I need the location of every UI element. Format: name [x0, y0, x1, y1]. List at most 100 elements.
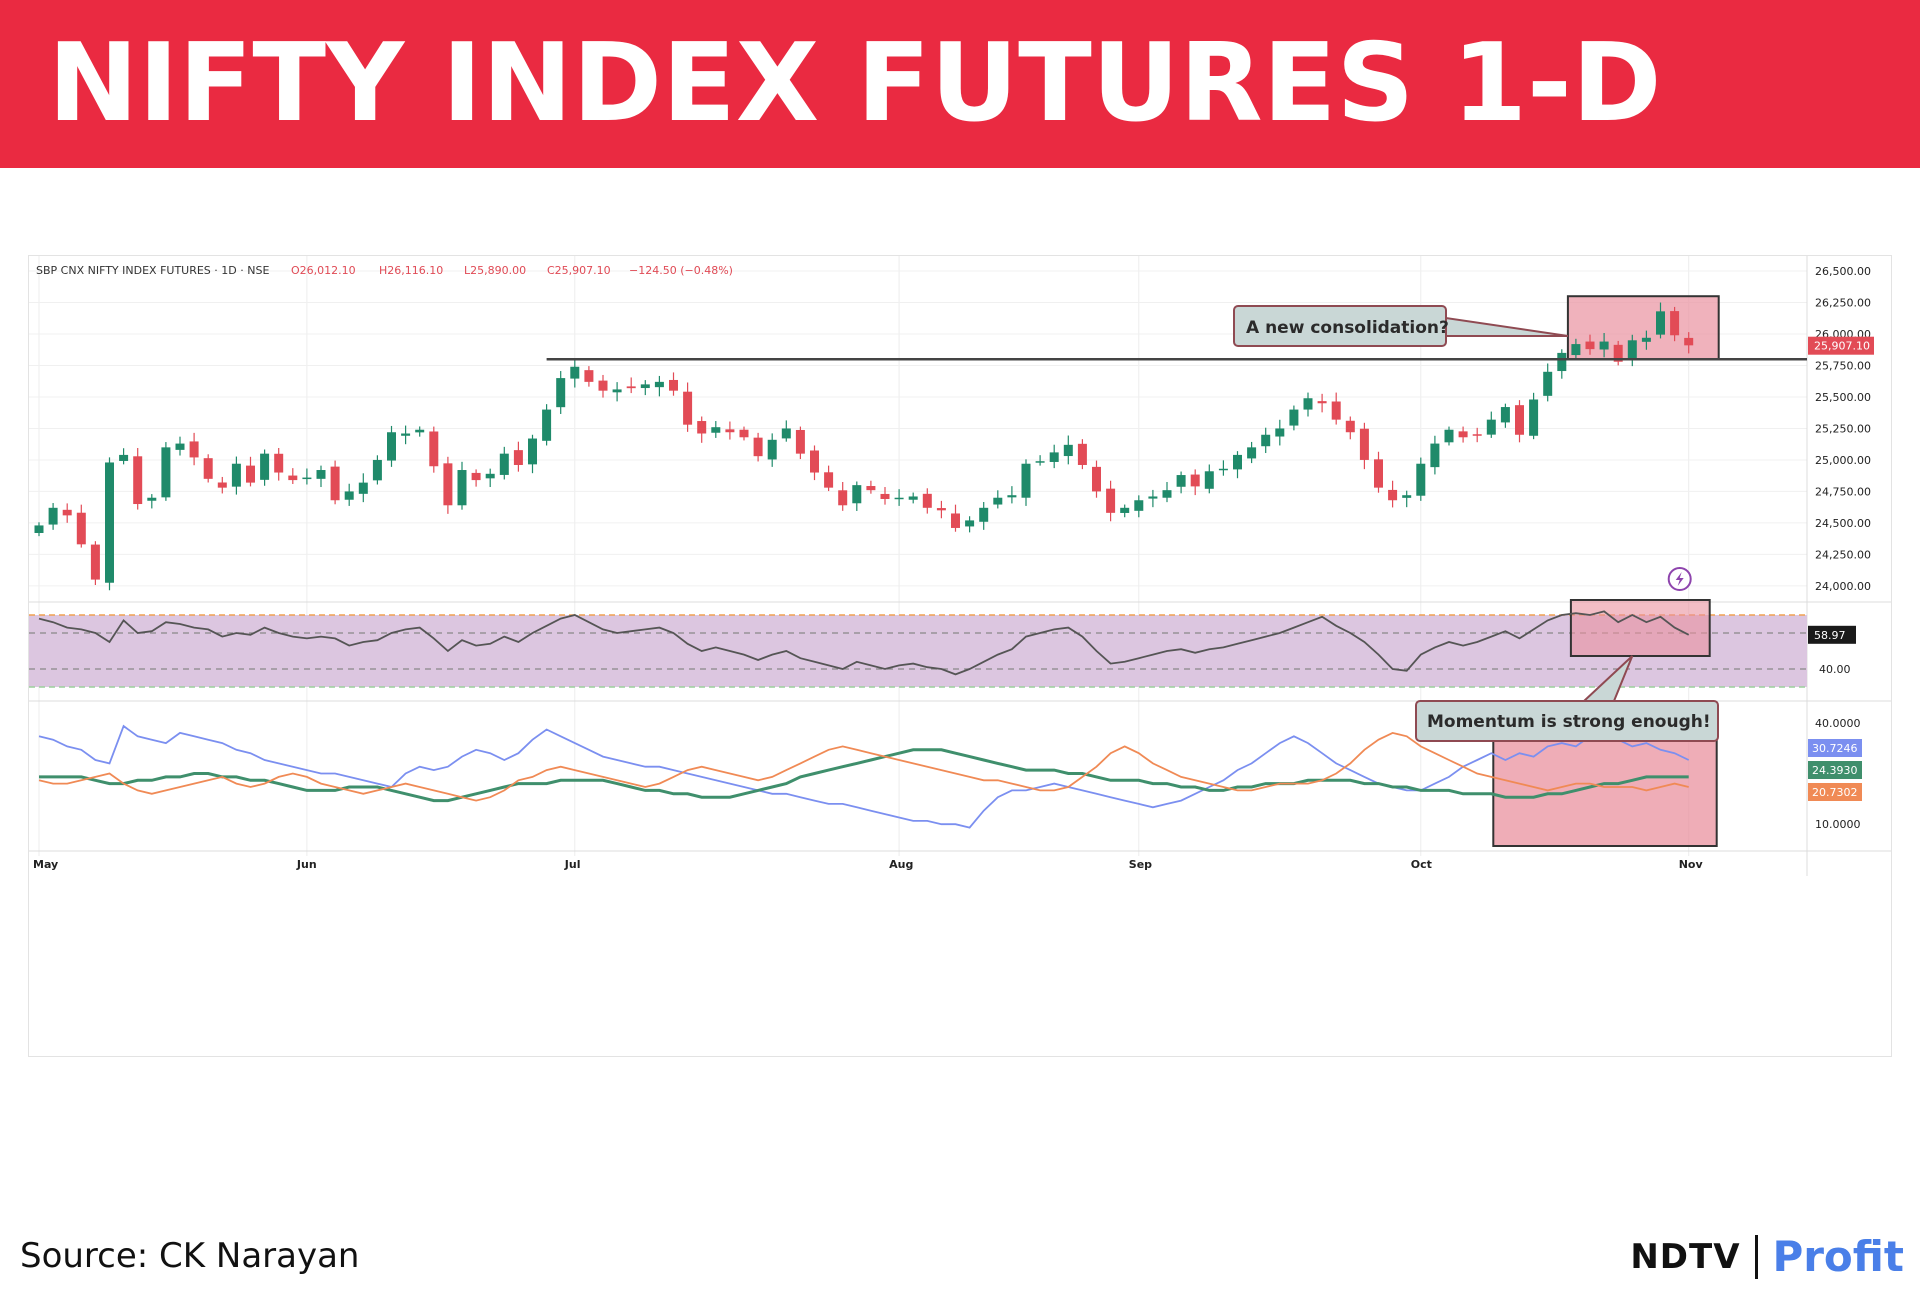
- candle-down: [217, 482, 227, 488]
- candle-up: [105, 462, 114, 583]
- chart-symbol: SBP CNX NIFTY INDEX FUTURES · 1D · NSE: [36, 264, 269, 277]
- candle-down: [1374, 459, 1383, 488]
- candle-up: [1021, 463, 1031, 498]
- candle-down: [1190, 474, 1200, 487]
- candle-up: [1035, 461, 1045, 463]
- x-tick-label: Sep: [1129, 858, 1152, 871]
- price-tick-label: 26,500.00: [1815, 265, 1871, 278]
- ohlc-high: H26,116.10: [379, 264, 443, 277]
- candle-up: [1599, 341, 1609, 350]
- candle-up: [965, 520, 975, 527]
- candle-down: [76, 512, 86, 545]
- candle-up: [34, 525, 44, 533]
- candle-up: [1275, 428, 1285, 437]
- candle-up: [1529, 399, 1539, 436]
- page-title: NIFTY INDEX FUTURES 1-D: [48, 21, 1662, 146]
- candle-down: [739, 429, 749, 438]
- rsi-value-badge: [1808, 625, 1856, 644]
- candle-up: [1148, 496, 1158, 499]
- candle-up: [979, 507, 989, 522]
- candle-up: [1627, 340, 1637, 361]
- candle-up: [1543, 371, 1553, 396]
- candle-down: [810, 450, 819, 473]
- candle-down: [1331, 401, 1341, 420]
- candle-up: [1444, 429, 1454, 443]
- candle-up: [781, 428, 791, 439]
- candle-up: [401, 433, 411, 436]
- x-tick-label: Aug: [889, 858, 913, 871]
- candle-up: [485, 473, 495, 479]
- candle-up: [1303, 398, 1313, 410]
- candle-down: [330, 466, 340, 501]
- ndtv-profit-logo: NDTV Profit: [1630, 1232, 1904, 1284]
- candle-down: [1359, 428, 1369, 460]
- candle-down: [1077, 443, 1087, 465]
- candle-down: [274, 453, 284, 473]
- callout-momentum-box: [1415, 700, 1719, 742]
- candle-down: [1613, 344, 1623, 362]
- candle-down: [697, 421, 707, 434]
- candle-up: [344, 491, 354, 500]
- candle-down: [880, 493, 890, 499]
- candle-down: [824, 472, 834, 488]
- candle-up: [852, 485, 862, 504]
- candle-down: [1092, 466, 1101, 492]
- title-banner: NIFTY INDEX FUTURES 1-D: [0, 0, 1920, 168]
- price-tick-label: 24,250.00: [1815, 548, 1871, 561]
- candle-up: [1261, 434, 1271, 447]
- candle-up: [1007, 495, 1017, 498]
- callout-consolidation-pointer: [1445, 316, 1569, 337]
- callout-consolidation-box: [1233, 305, 1447, 347]
- price-tick-label: 24,500.00: [1815, 517, 1871, 530]
- candle-down: [90, 544, 100, 580]
- candle-down: [922, 493, 932, 508]
- candle-up: [1218, 468, 1228, 471]
- candle-up: [1289, 409, 1299, 426]
- last-price-label: 25,907.10: [1814, 340, 1870, 353]
- price-tick-label: 25,500.00: [1815, 391, 1871, 404]
- candle-up: [1120, 507, 1130, 513]
- candle-up: [993, 497, 1003, 505]
- dmi-line-1: [38, 724, 1690, 829]
- candle-up: [161, 447, 171, 498]
- candle-down: [795, 429, 805, 454]
- candle-up: [556, 378, 566, 408]
- candle-down: [1585, 341, 1595, 350]
- candle-down: [936, 508, 946, 511]
- ohlc-low: L25,890.00: [464, 264, 526, 277]
- candle-up: [231, 463, 241, 487]
- candle-down: [246, 465, 255, 483]
- rsi-level-label: 40.00: [1819, 663, 1851, 676]
- chart-panel: 26,500.00 26,250.00 26,000.00 25,750.00 25,5…: [28, 255, 1892, 1057]
- x-tick-label: Nov: [1679, 858, 1704, 871]
- candle-up: [1063, 444, 1073, 457]
- last-price-badge: [1808, 336, 1874, 355]
- candle-up: [908, 496, 918, 500]
- candle-down: [584, 370, 594, 382]
- candle-down: [513, 450, 523, 465]
- candle-up: [1641, 337, 1651, 342]
- tradingview-watermark: [30, 1078, 210, 1090]
- ohlc-close: C25,907.10: [547, 264, 611, 277]
- candle-down: [951, 513, 960, 528]
- candle-up: [1162, 490, 1172, 498]
- candle-down: [189, 441, 199, 458]
- candle-down: [288, 475, 298, 481]
- candle-down: [203, 458, 213, 479]
- x-tick-label: Jun: [296, 858, 317, 871]
- candle-down: [62, 509, 72, 516]
- logo-profit-text: Profit: [1772, 1232, 1904, 1281]
- candle-down: [1388, 489, 1398, 501]
- callout-consolidation-text: A new consolidation?: [1246, 318, 1449, 338]
- dmi-top-label: 40.0000: [1815, 717, 1861, 730]
- candle-up: [1430, 443, 1440, 468]
- dmi-line-3: [38, 731, 1689, 802]
- candle-down: [1684, 337, 1694, 346]
- candle-up: [1557, 352, 1567, 372]
- candle-up: [1656, 311, 1665, 335]
- candle-up: [387, 432, 396, 461]
- candle-down: [1515, 405, 1524, 435]
- candle-down: [1472, 434, 1482, 436]
- candle-down: [753, 437, 763, 457]
- dmi-line-2: [39, 748, 1689, 803]
